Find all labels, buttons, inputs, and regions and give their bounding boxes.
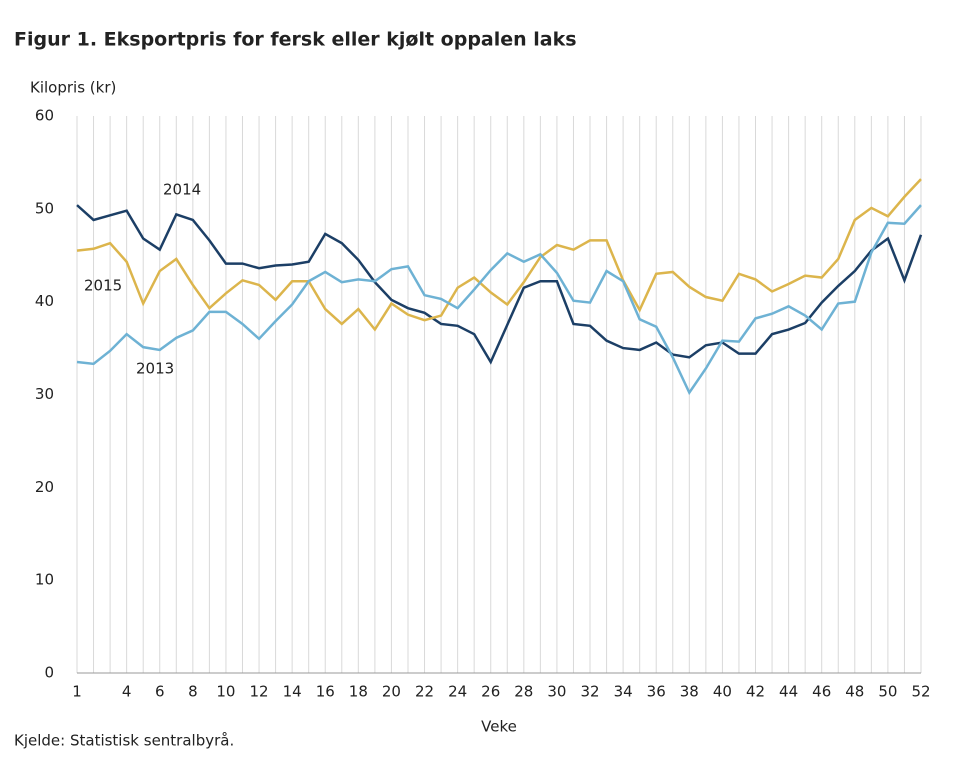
y-tick-label: 50 (35, 199, 54, 217)
line-series (76, 178, 922, 332)
x-tick-label: 38 (680, 683, 699, 701)
x-tick-label: 52 (911, 683, 930, 701)
chart-title: Figur 1. Eksportpris for fersk eller kjø… (14, 29, 577, 51)
y-tick-label: 30 (35, 385, 54, 403)
line-series (76, 204, 923, 365)
x-axis-label: Veke (481, 718, 517, 736)
x-tick-label: 1 (72, 683, 82, 701)
x-tick-label: 32 (580, 683, 599, 701)
series-label: 2013 (136, 360, 174, 378)
x-tick-label: 24 (448, 683, 467, 701)
x-tick-label: 30 (547, 683, 566, 701)
x-tick-label: 50 (878, 683, 897, 701)
x-tick-label: 20 (382, 683, 401, 701)
y-tick-label: 10 (35, 571, 54, 589)
x-tick-label: 18 (349, 683, 368, 701)
series-label: 2014 (163, 181, 201, 199)
x-tick-label: 8 (188, 683, 198, 701)
x-tick-label: 48 (845, 683, 864, 701)
y-axis-label: Kilopris (kr) (30, 79, 116, 97)
x-tick-label: 14 (283, 683, 302, 701)
x-tick-label: 4 (122, 683, 132, 701)
x-tick-label: 34 (614, 683, 633, 701)
y-tick-label: 0 (44, 664, 54, 682)
line-series (76, 204, 922, 396)
x-tick-label: 40 (713, 683, 732, 701)
x-tick-label: 26 (481, 683, 500, 701)
x-tick-label: 6 (155, 683, 165, 701)
x-tick-label: 46 (812, 683, 831, 701)
x-tick-label: 36 (647, 683, 666, 701)
x-tick-label: 44 (779, 683, 798, 701)
y-tick-label: 40 (35, 292, 54, 310)
y-tick-label: 60 (35, 107, 54, 125)
x-tick-label: 42 (746, 683, 765, 701)
source: Kjelde: Statistisk sentralbyrå. (14, 732, 234, 750)
y-tick-label: 20 (35, 478, 54, 496)
x-tick-label: 16 (316, 683, 335, 701)
x-tick-label: 12 (249, 683, 268, 701)
series-label: 2015 (84, 277, 122, 295)
x-tick-label: 10 (216, 683, 235, 701)
x-tick-label: 22 (415, 683, 434, 701)
x-tick-label: 28 (514, 683, 533, 701)
